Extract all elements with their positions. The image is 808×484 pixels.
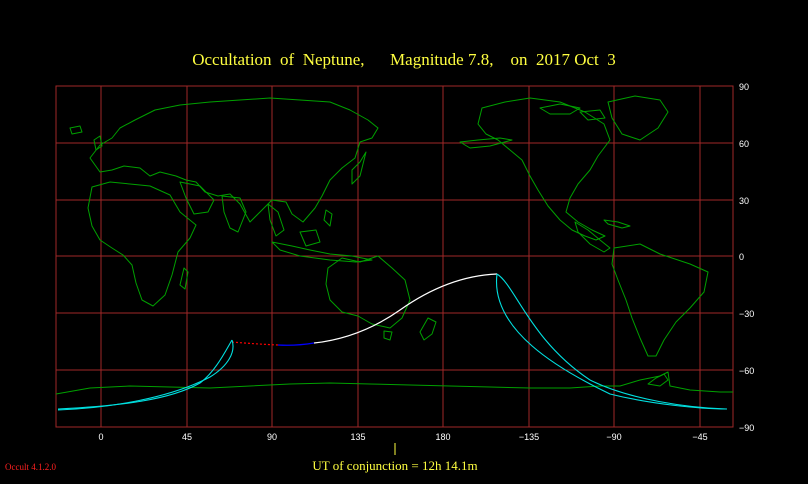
lon-label: −90: [606, 432, 621, 442]
path-night-segment: [277, 342, 315, 346]
coastlines: [55, 95, 733, 395]
philippines-coastline: [323, 209, 333, 227]
lat-label: 60: [739, 139, 749, 149]
lon-label: −135: [519, 432, 539, 442]
africa-coastline: [87, 181, 197, 307]
antarctica-coastline: [55, 371, 733, 395]
new-zealand-coastline: [419, 317, 437, 341]
central-america-coastline: [574, 221, 611, 253]
lon-label: 90: [267, 432, 277, 442]
software-version: Occult 4.1.2.0: [5, 462, 56, 472]
indonesia-coastline: [271, 241, 373, 263]
west-limit-inner: [57, 339, 234, 411]
longitude-labels: 0 45 90 135 180 −135 −90 −45: [98, 432, 707, 442]
borneo-coastline: [299, 229, 321, 247]
madagascar-coastline: [179, 267, 189, 290]
lat-label: −60: [739, 366, 754, 376]
arctic-islands-coastline: [539, 103, 606, 121]
latitude-gridlines: [56, 142, 733, 371]
tasmania-coastline: [383, 330, 393, 341]
east-limit-outer: [496, 273, 728, 410]
uk-coastline: [93, 135, 103, 151]
west-limit-outer: [57, 339, 233, 410]
greenland-coastline: [607, 95, 669, 141]
australia-coastline: [325, 255, 411, 329]
eurasia-coastline: [89, 97, 379, 223]
lat-label: 90: [739, 82, 749, 92]
lon-label: 45: [182, 432, 192, 442]
japan-coastline: [351, 151, 367, 185]
india-coastline: [221, 195, 247, 233]
lon-label: −45: [692, 432, 707, 442]
latitude-labels: 90 60 30 0 −30 −60 −90: [739, 82, 754, 433]
lon-label: 180: [435, 432, 450, 442]
iceland-coastline: [69, 125, 83, 135]
lat-label: −30: [739, 309, 754, 319]
lat-label: −90: [739, 423, 754, 433]
lat-label: 0: [739, 252, 744, 262]
arabia-coastline: [179, 181, 215, 215]
map-title: Occultation of Neptune, Magnitude 7.8, o…: [192, 50, 616, 69]
lon-label: 0: [98, 432, 103, 442]
caribbean-coastline: [603, 219, 631, 229]
north-america-coastline: [477, 97, 611, 241]
lon-label: 135: [350, 432, 365, 442]
occultation-limits: [57, 273, 728, 411]
antarctic-peninsula-coastline: [647, 373, 669, 387]
se-asia-coastline: [267, 203, 285, 237]
south-america-coastline: [611, 243, 709, 357]
east-limit-inner: [496, 273, 728, 410]
lat-label: 30: [739, 196, 749, 206]
path-unobservable-segment: [231, 341, 279, 346]
occultation-path: [231, 273, 498, 346]
path-day-segment: [313, 273, 498, 344]
aleutian-coastline: [459, 137, 513, 149]
conjunction-time-label: UT of conjunction = 12h 14.1m: [312, 458, 478, 473]
